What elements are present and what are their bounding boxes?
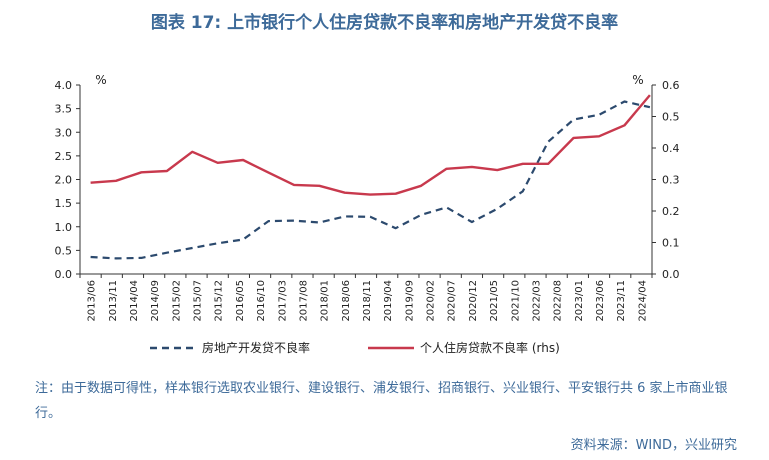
x-tick-label: 2018/11 [362,280,373,322]
chart-axes: 0.0 0.5 1.0 1.5 2.0 2.5 3.0 3.5 4.0 % 0.0 0.1 0.2 0.3… [55,73,680,322]
left-y-tick-label: 0.0 [55,268,73,281]
right-y-unit: % [632,73,643,87]
x-tick-label: 2016/10 [256,280,267,322]
right-y-tick-label: 0.6 [662,79,680,92]
source-note: 资料来源：WIND，兴业研究 [570,438,737,453]
left-y-tick-label: 0.5 [55,244,73,257]
x-tick-label: 2020/02 [426,280,437,322]
chart-lines [90,94,651,260]
left-y-tick-label: 2.0 [55,174,73,187]
x-tick-label: 2016/05 [235,280,246,322]
x-tick-label: 2020/12 [468,280,479,322]
left-y-tick-label: 4.0 [55,79,73,92]
series-line-development-loan-npl [90,100,651,260]
left-y-tick-label: 3.5 [55,103,73,116]
x-tick-label: 2019/09 [404,280,415,322]
x-tick-label: 2021/05 [489,280,500,322]
x-tick-label: 2017/03 [277,280,288,322]
x-tick-label: 2018/06 [341,280,352,322]
x-tick-label: 2015/07 [193,280,204,322]
left-y-unit: % [95,73,106,87]
x-tick-label: 2023/06 [595,280,606,322]
x-tick-label: 2013/06 [87,280,98,322]
legend-item-development-loan-npl: 房地产开发贷不良率 [202,340,310,355]
x-tick-label: 2015/12 [214,280,225,322]
x-tick-label: 2023/11 [616,280,627,322]
x-tick-label: 2024/04 [637,280,648,322]
right-y-tick-label: 0.5 [662,111,680,124]
left-y-tick-label: 3.0 [55,126,73,139]
right-y-tick-label: 0.0 [662,268,680,281]
series-line-mortgage-npl [90,94,651,196]
x-tick-label: 2022/03 [531,280,542,322]
x-tick-label: 2019/04 [383,280,394,322]
right-y-tick-label: 0.2 [662,205,680,218]
footnote: 注：由于数据可得性，样本银行选取农业银行、建设银行、浦发银行、招商银行、兴业银行… [35,381,728,421]
left-y-tick-label: 2.5 [55,150,73,163]
right-y-tick-label: 0.3 [662,174,680,187]
x-tick-label: 2014/04 [129,280,140,322]
x-tick-label: 2014/09 [150,280,161,322]
left-y-tick-label: 1.0 [55,221,73,234]
legend-item-mortgage-npl: 个人住房贷款不良率 (rhs) [420,340,560,355]
x-tick-label: 2017/08 [298,280,309,322]
line-chart: 0.0 0.5 1.0 1.5 2.0 2.5 3.0 3.5 4.0 % 0.0 0.1 0.2 0.3… [55,73,680,355]
x-tick-label: 2021/10 [510,280,521,322]
x-tick-label: 2023/01 [574,280,585,322]
x-tick-label: 2015/02 [171,280,182,322]
x-tick-label: 2018/01 [320,280,331,322]
x-tick-label: 2022/08 [553,280,564,322]
right-y-tick-label: 0.1 [662,237,680,250]
x-tick-label: 2013/11 [108,280,119,322]
x-tick-label: 2020/07 [447,280,458,322]
right-y-tick-label: 0.4 [662,142,680,155]
chart-title: 图表 17: 上市银行个人住房贷款不良率和房地产开发贷不良率 [150,13,619,33]
chart-legend: 房地产开发贷不良率 个人住房贷款不良率 (rhs) [150,340,560,355]
left-y-tick-label: 1.5 [55,197,73,210]
